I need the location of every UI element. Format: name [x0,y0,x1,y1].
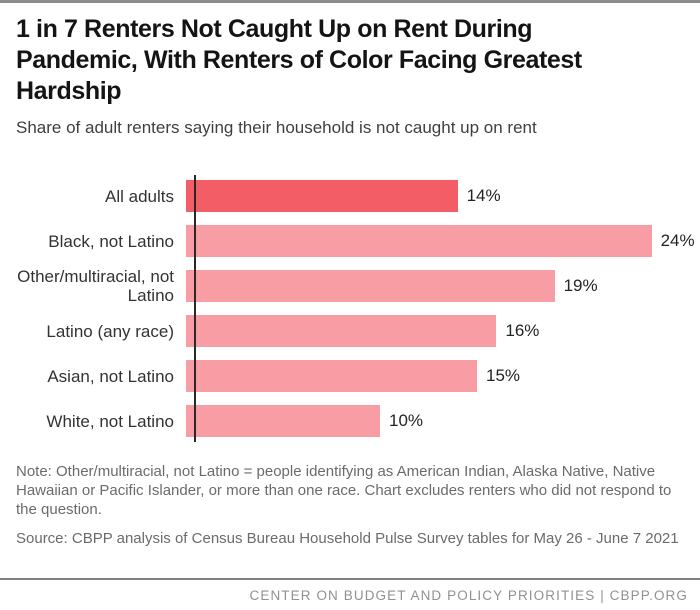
bar-track: 15% [184,360,684,392]
top-border-rule [0,0,700,3]
chart-row: White, not Latino 10% [16,405,684,437]
value-label: 14% [466,186,501,205]
category-label: Black, not Latino [48,231,174,251]
category-label: All adults [105,186,174,206]
bar [186,225,652,257]
value-label: 10% [389,411,424,430]
chart-title: 1 in 7 Renters Not Caught Up on Rent Dur… [16,15,582,105]
y-axis-line [194,175,196,442]
bar [186,315,497,347]
value-label: 16% [505,321,540,340]
value-label: 15% [486,366,521,385]
footer: CENTER ON BUDGET AND POLICY PRIORITIES |… [0,578,700,610]
note-text: Note: Other/multiracial, not Latino = pe… [16,463,672,518]
footer-rule [0,578,700,580]
chart-row: Other/multiracial, not Latino 19% [16,267,684,305]
chart-row: Latino (any race) 16% [16,315,684,347]
footer-branding: CENTER ON BUDGET AND POLICY PRIORITIES |… [249,588,688,603]
category-label: White, not Latino [46,411,174,431]
bar [186,405,380,437]
value-label: 19% [563,276,598,295]
bar [186,270,555,302]
bar-track: 10% [184,405,684,437]
bar-track: 19% [184,270,684,302]
chart-subtitle: Share of adult renters saying their hous… [16,118,537,137]
category-label: Latino (any race) [46,321,174,341]
category-label: Other/multiracial, not Latino [17,267,174,305]
chart-row: Asian, not Latino 15% [16,360,684,392]
content-area: 1 in 7 Renters Not Caught Up on Rent Dur… [0,14,700,548]
chart-row: All adults 14% [16,180,684,212]
bar-track: 14% [184,180,684,212]
bar [186,180,458,212]
chart-row: Black, not Latino 24% [16,225,695,257]
category-label: Asian, not Latino [47,366,174,386]
bar-chart: All adults 14% Black, not Latino 24% Other/m… [16,175,695,442]
bar [186,360,477,392]
bar-track: 24% [184,225,695,257]
bar-track: 16% [184,315,684,347]
value-label: 24% [660,231,695,250]
chart-rows: All adults 14% Black, not Latino 24% Other/m… [16,180,695,437]
source-text: Source: CBPP analysis of Census Bureau H… [16,530,679,547]
